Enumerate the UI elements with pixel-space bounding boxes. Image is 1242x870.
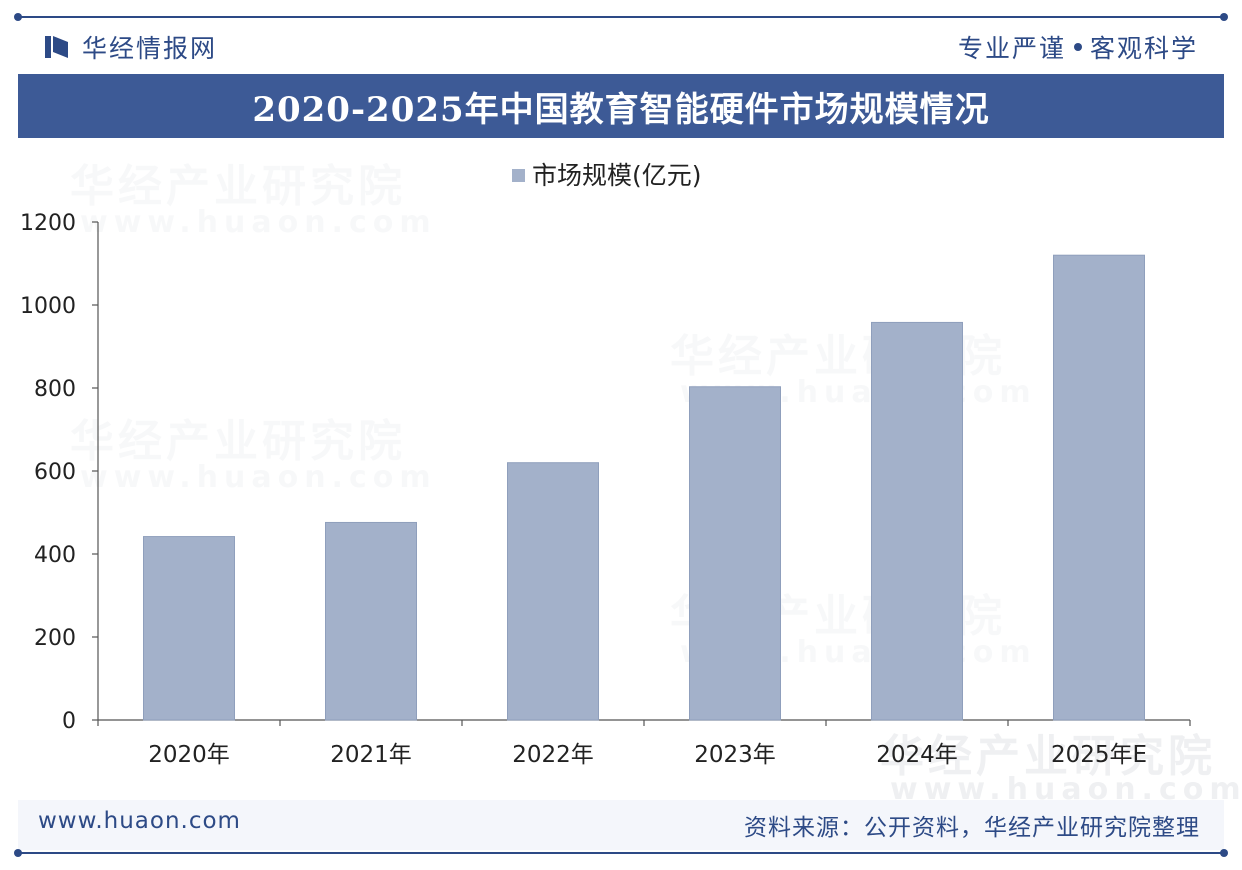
bottom-right-dot	[1220, 849, 1228, 857]
top-frame-line	[18, 16, 1224, 18]
bar	[1053, 254, 1145, 721]
legend-swatch	[512, 169, 525, 182]
x-tick-label: 2025年E	[1051, 742, 1147, 768]
footer-band	[18, 800, 1224, 850]
chart-legend: 市场规模(亿元)	[512, 161, 702, 190]
slogan: 专业严谨 客观科学	[958, 30, 1198, 64]
x-tick-label: 2022年	[512, 742, 594, 768]
y-tick-label: 1000	[20, 294, 76, 319]
bottom-frame-line	[18, 852, 1224, 854]
slogan-right: 客观科学	[1089, 34, 1198, 63]
y-axis: 0 200 400 600 800 1000 1200	[20, 211, 99, 734]
brand: 华经情报网	[44, 30, 217, 64]
chart-title: 2020-2025年中国教育智能硬件市场规模情况	[252, 89, 990, 130]
top-left-dot	[14, 13, 22, 21]
y-tick-label: 800	[34, 377, 76, 402]
bottom-left-dot	[14, 849, 22, 857]
x-tick-label: 2020年	[148, 742, 230, 768]
bar-chart: 市场规模(亿元) 0 200 400 600 800 1000 1200 2020年 2021…	[20, 161, 1191, 768]
slogan-left: 专业严谨	[957, 34, 1066, 63]
slogan-dot-icon	[1073, 43, 1082, 51]
y-tick-label: 0	[62, 709, 76, 734]
y-tick-label: 600	[34, 460, 76, 485]
bar	[871, 321, 963, 721]
y-tick-label: 400	[34, 543, 76, 568]
title-bar: 2020-2025年中国教育智能硬件市场规模情况	[18, 74, 1224, 138]
bar	[689, 386, 781, 721]
brand-logo-icon	[45, 36, 68, 58]
y-tick-label: 1200	[20, 211, 76, 236]
x-tick-label: 2023年	[694, 742, 776, 768]
legend-label: 市场规模(亿元)	[532, 161, 702, 190]
footer-website: www.huaon.com	[38, 808, 241, 834]
bar	[325, 521, 417, 721]
brand-name: 华经情报网	[82, 34, 218, 63]
bar	[143, 536, 235, 721]
bar	[507, 462, 599, 721]
x-axis: 2020年 2021年 2022年 2023年 2024年 2025年E	[97, 719, 1191, 768]
bars	[143, 254, 1145, 721]
footer-source: 资料来源：公开资料，华经产业研究院整理	[744, 815, 1200, 841]
x-tick-label: 2024年	[876, 742, 958, 768]
y-tick-label: 200	[34, 626, 76, 651]
x-tick-label: 2021年	[330, 742, 412, 768]
top-right-dot	[1220, 13, 1228, 21]
